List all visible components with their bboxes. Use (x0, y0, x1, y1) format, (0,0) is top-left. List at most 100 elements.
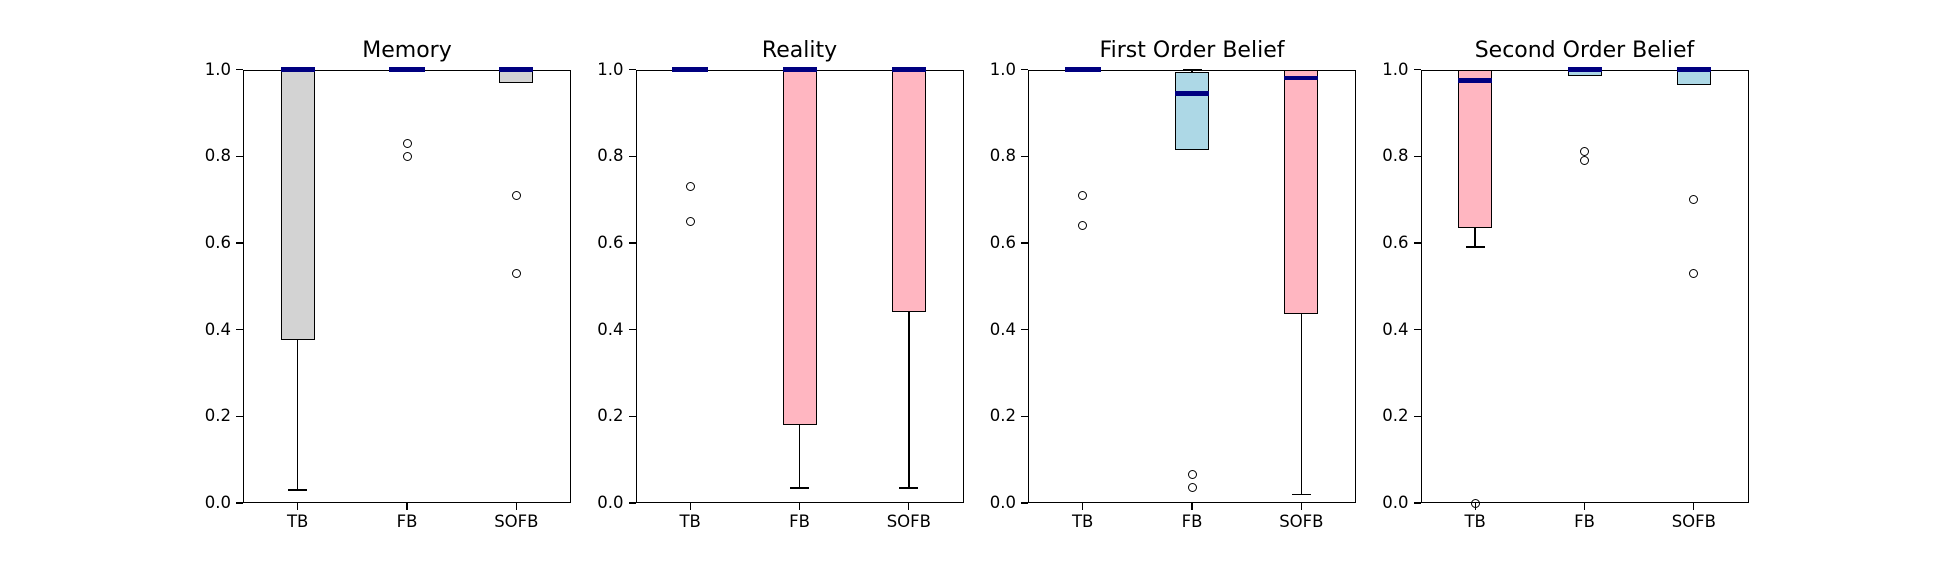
panel-reality-box-fb (782, 69, 817, 425)
panel-first-order-belief-ytick (1021, 415, 1028, 417)
panel-memory-ytick (236, 155, 243, 157)
panel-first-order-belief-box-fb (1175, 71, 1209, 150)
panel-first-order-belief-xtick-label-tb: TB (1071, 512, 1094, 531)
panel-first-order-belief-box-fb-outlier (1187, 470, 1197, 480)
panel-reality-ytick (628, 155, 636, 157)
panel-second-order-belief-xtick (1693, 503, 1695, 510)
panel-first-order-belief-title: First Order Belief (1099, 38, 1285, 63)
panel-memory-ytick-label: 0.8 (204, 146, 231, 166)
panel-memory-ytick (236, 502, 243, 504)
panel-memory-xtick (515, 503, 517, 510)
panel-second-order-belief-title: Second Order Belief (1474, 38, 1695, 63)
panel-memory-box-sofb-outlier (511, 190, 521, 200)
panel-second-order-belief-ytick (1413, 242, 1421, 244)
panel-reality-xtick (798, 503, 801, 510)
panel-memory-box-tb-median (280, 67, 315, 72)
panel-first-order-belief-xtick (1191, 503, 1193, 510)
panel-memory-box-tb-cap-low (288, 489, 308, 491)
panel-memory-xtick (297, 503, 299, 510)
panel-first-order-belief-box-sofb (1284, 69, 1319, 315)
panel-reality-ytick-label: 0.0 (597, 493, 624, 512)
panel-memory-box-fb-median (389, 66, 425, 73)
panel-memory-ytick-label: 0.6 (204, 232, 231, 252)
panel-reality-box-fb-median (782, 67, 817, 72)
panel-memory-xtick-label-fb: FB (396, 512, 418, 531)
panel-second-order-belief-ytick (1413, 415, 1421, 417)
panel-reality-ytick (628, 242, 636, 244)
panel-reality-title: Reality (761, 38, 838, 63)
panel-second-order-belief-ytick (1413, 328, 1421, 331)
panel-first-order-belief-box-tb-outlier (1078, 221, 1088, 231)
panel-first-order-belief-ytick-label: 0.6 (989, 232, 1016, 252)
panel-reality-xtick (908, 503, 910, 510)
panel-first-order-belief-ytick-label: 1.0 (989, 59, 1016, 79)
panel-first-order-belief-box-fb-cap-high (1182, 68, 1202, 71)
panel-second-order-belief-ytick-label: 0.6 (1382, 232, 1409, 252)
panel-reality-ytick-label: 0.2 (597, 406, 624, 426)
panel-first-order-belief-box-sofb-cap-low (1291, 493, 1311, 496)
panel-reality-box-fb-cap-low (790, 487, 809, 489)
panel-reality-box-sofb-whisker-low (908, 312, 910, 488)
panel-first-order-belief-xtick (1300, 503, 1302, 510)
panel-first-order-belief-ytick (1021, 242, 1028, 244)
panel-memory-ytick (236, 242, 243, 244)
panel-reality-box-tb-outlier (685, 182, 695, 192)
panel-memory-box-tb-whisker-low (296, 340, 299, 490)
panel-memory-xtick-label-sofb: SOFB (494, 512, 539, 531)
panel-memory-ytick (236, 415, 243, 417)
panel-reality-xtick-label-sofb: SOFB (886, 512, 931, 531)
panel-first-order-belief-box-sofb-median (1284, 75, 1319, 81)
panel-memory-ytick (236, 328, 243, 331)
panel-second-order-belief-box-fb-outlier (1580, 156, 1589, 166)
panel-second-order-belief-xtick (1583, 503, 1586, 510)
panel-first-order-belief-box-fb-median (1175, 91, 1209, 96)
panel-memory-title: Memory (362, 38, 452, 63)
panel-second-order-belief-ytick (1413, 155, 1421, 157)
panel-memory-ytick-label: 0.0 (204, 493, 231, 512)
panel-second-order-belief-box-sofb-outlier (1689, 195, 1699, 205)
panel-reality-ytick (628, 415, 636, 417)
panel-first-order-belief-box-fb-whisker-high (1191, 69, 1193, 72)
panel-second-order-belief-box-tb-outlier (1470, 498, 1480, 508)
panel-second-order-belief-ytick-label: 0.8 (1382, 146, 1409, 166)
panel-first-order-belief-ytick (1021, 502, 1028, 504)
panel-memory-ytick (236, 68, 243, 71)
panel-first-order-belief-ytick-label: 0.8 (989, 146, 1016, 166)
panel-second-order-belief-box-tb (1458, 69, 1493, 228)
panel-first-order-belief-ytick (1021, 328, 1028, 331)
panel-reality-box-tb-median (672, 66, 709, 73)
panel-second-order-belief-box-sofb-outlier (1689, 268, 1699, 278)
panel-memory-ytick-label: 1.0 (204, 59, 231, 79)
panel-reality-ytick (628, 502, 636, 504)
panel-second-order-belief-ytick-label: 0.2 (1382, 406, 1409, 426)
panel-reality-ytick-label: 1.0 (597, 59, 624, 79)
panel-first-order-belief-ytick-label: 0.0 (989, 493, 1016, 512)
panel-reality-xtick (689, 503, 691, 510)
panel-first-order-belief-box-sofb-whisker-low (1300, 314, 1303, 495)
panel-memory-box-fb-outlier (402, 138, 412, 148)
panel-first-order-belief-box-tb-outlier (1078, 190, 1088, 200)
panel-second-order-belief-box-tb-whisker-low (1474, 227, 1476, 248)
panel-memory-box-sofb-median (499, 67, 534, 72)
panel-reality-xtick-label-fb: FB (789, 512, 810, 531)
panel-first-order-belief-ytick (1021, 155, 1028, 157)
panel-reality-xtick-label-tb: TB (679, 512, 701, 531)
panel-second-order-belief-box-tb-median (1458, 78, 1493, 83)
panel-second-order-belief-ytick (1413, 502, 1421, 504)
panel-first-order-belief-xtick-label-fb: FB (1181, 512, 1203, 531)
panel-second-order-belief-ytick-label: 0.4 (1382, 319, 1409, 339)
panel-reality-box-tb-outlier (685, 216, 695, 226)
panel-first-order-belief-xtick-label-sofb: SOFB (1279, 512, 1324, 531)
panel-memory-xtick (406, 503, 408, 510)
panel-second-order-belief-ytick-label: 1.0 (1382, 59, 1409, 79)
panel-reality-box-sofb-cap-low (899, 487, 919, 489)
panel-second-order-belief-box-sofb-median (1676, 67, 1711, 72)
panel-reality-ytick-label: 0.6 (597, 232, 624, 252)
panel-memory-box-fb-outlier (402, 151, 412, 161)
panel-second-order-belief-box-fb-outlier (1580, 147, 1589, 157)
panel-reality-box-sofb-median (891, 67, 926, 72)
panel-second-order-belief-box-tb-cap-low (1465, 246, 1485, 248)
panel-reality-ytick (628, 328, 636, 331)
panel-second-order-belief-ytick-label: 0.0 (1382, 493, 1409, 512)
